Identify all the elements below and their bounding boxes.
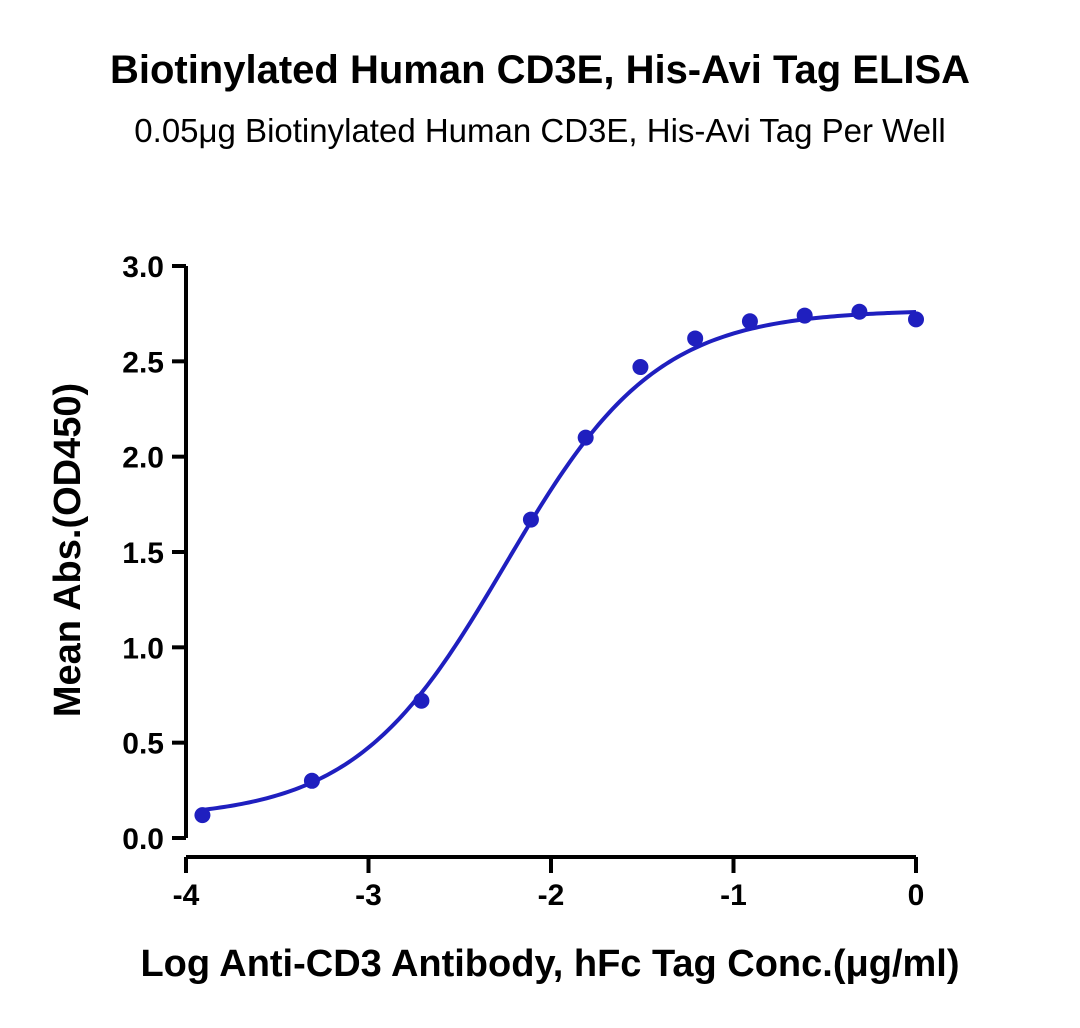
data-point	[687, 330, 704, 347]
x-tick-label: -4	[173, 879, 200, 912]
x-axis-label: Log Anti-CD3 Antibody, hFc Tag Conc.(μg/…	[140, 943, 959, 985]
y-tick-label: 3.0	[122, 251, 164, 284]
y-tick-label: 0.5	[122, 728, 164, 761]
data-point	[194, 807, 211, 824]
data-point	[577, 429, 594, 446]
data-points	[194, 303, 924, 824]
data-point	[908, 311, 924, 328]
data-point	[851, 303, 868, 320]
data-point	[741, 313, 758, 330]
y-tick-label: 1.0	[122, 632, 164, 665]
data-point	[522, 511, 539, 528]
data-point	[303, 772, 320, 789]
data-point	[413, 692, 430, 709]
y-tick-label: 1.5	[122, 537, 164, 570]
fit-curve	[202, 310, 917, 812]
chart-title: Biotinylated Human CD3E, His-Avi Tag ELI…	[109, 48, 971, 92]
x-tick-label: -3	[355, 879, 382, 912]
data-point	[632, 359, 649, 376]
y-tick-label: 2.0	[122, 442, 164, 475]
chart-subtitle: 0.05μg Biotinylated Human CD3E, His-Avi …	[134, 112, 946, 149]
axes: 0.0 0.5 1.0 1.5 2.0 2.5 3.0 -4 -3 -2 -1 0	[122, 251, 924, 912]
x-tick-label: -2	[538, 879, 565, 912]
y-tick-label: 0.0	[122, 823, 164, 856]
data-point	[796, 307, 813, 324]
x-tick-label: 0	[908, 879, 925, 912]
x-tick-label: -1	[720, 879, 747, 912]
y-axis-label: Mean Abs.(OD450)	[47, 383, 89, 717]
y-tick-label: 2.5	[122, 346, 164, 379]
